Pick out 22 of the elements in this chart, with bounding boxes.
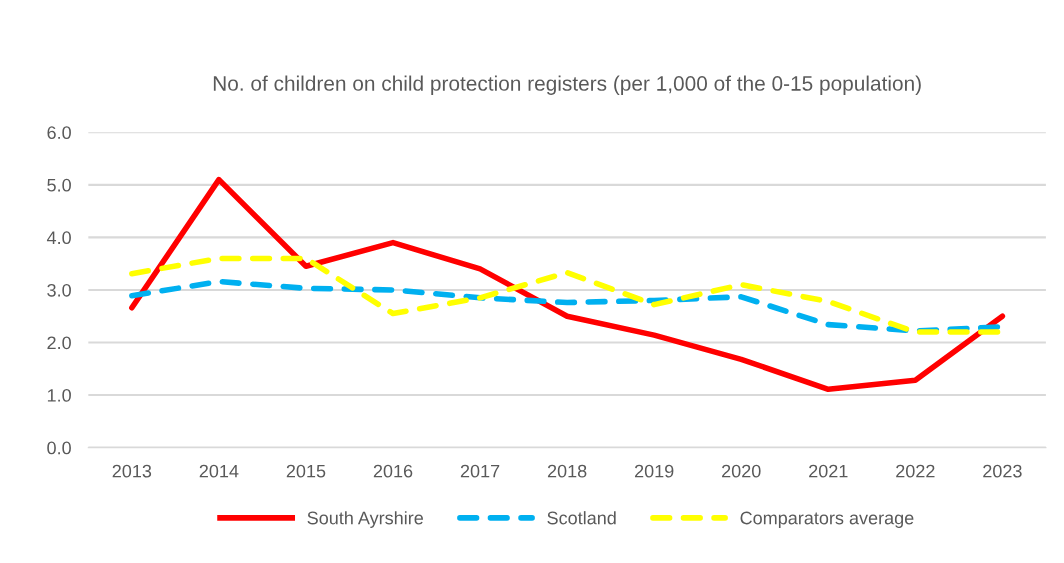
x-tick-label: 2019: [634, 464, 674, 478]
y-tick-label: 2.0: [47, 336, 71, 350]
y-tick-label: 3.0: [47, 283, 71, 297]
x-tick-label: 2016: [373, 464, 413, 478]
x-tick-label: 2022: [896, 464, 935, 478]
y-tick-label: 6.0: [47, 126, 71, 140]
y-tick-label: 0.0: [47, 441, 71, 455]
x-tick-label: 2020: [722, 464, 761, 478]
legend-label: Comparators average: [740, 511, 914, 528]
x-tick-label: 2021: [809, 464, 848, 478]
x-tick-label: 2017: [460, 464, 500, 478]
y-tick-label: 1.0: [47, 388, 71, 402]
x-tick-label: 2023: [983, 464, 1022, 478]
x-tick-label: 2014: [199, 464, 239, 478]
x-tick-label: 2015: [286, 464, 326, 478]
y-tick-label: 5.0: [47, 178, 71, 192]
legend-label: Scotland: [547, 511, 616, 525]
legend-label: South Ayrshire: [307, 511, 423, 528]
chart-title: No. of children on child protection registers (per 1,000 of the 0-15 population): [213, 75, 921, 95]
y-tick-label: 4.0: [46, 231, 71, 245]
x-tick-label: 2018: [547, 464, 587, 478]
x-tick-label: 2013: [112, 464, 152, 478]
